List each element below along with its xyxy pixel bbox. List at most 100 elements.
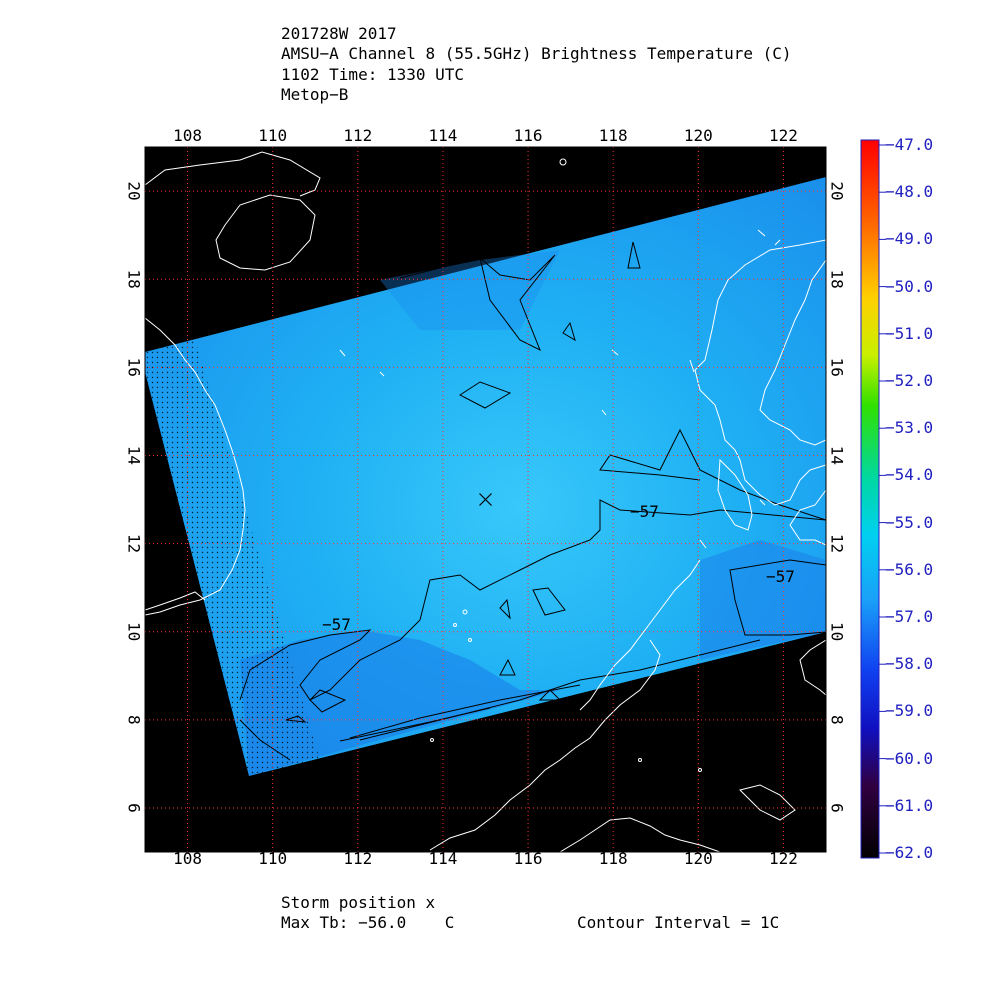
coastline-china-south xyxy=(145,151,321,197)
contour-line xyxy=(239,719,291,761)
coastline-palawan xyxy=(579,559,701,711)
contour-line xyxy=(339,707,491,742)
colorbar-label: −56.0 xyxy=(885,559,934,579)
lat-tick-label-left: 16 xyxy=(125,358,144,377)
lat-tick-label-left: 10 xyxy=(125,622,144,641)
lat-tick-label-left: 12 xyxy=(125,534,144,553)
limb-dot-region xyxy=(145,340,320,776)
lon-tick-label-bottom: 120 xyxy=(684,849,713,868)
coastline-luzon-east xyxy=(759,259,826,446)
lon-tick-label-top: 108 xyxy=(173,126,202,145)
coastline-luzon xyxy=(694,239,826,506)
storm-position-marker xyxy=(479,493,492,506)
lon-tick-label-bottom: 112 xyxy=(343,849,372,868)
max-tb-label: Max Tb: −56.0 C xyxy=(281,913,455,932)
coastline-borneo xyxy=(429,639,661,851)
colorbar-label: −58.0 xyxy=(885,654,934,674)
contour-line xyxy=(499,598,511,620)
coastline-mekong xyxy=(145,591,206,611)
storm-marker-stroke xyxy=(479,493,492,506)
contour-interval-label: Contour Interval = 1C xyxy=(577,913,780,932)
lat-tick-label-right: 16 xyxy=(828,358,847,377)
coastline-islet xyxy=(453,623,457,627)
colorbar-label: −57.0 xyxy=(885,607,934,626)
coastlines xyxy=(145,151,826,852)
title-line-4: Metop−B xyxy=(281,85,349,104)
colorbar-label: −50.0 xyxy=(885,276,934,296)
storm-position-label: Storm position x xyxy=(281,893,436,912)
colorbar-label: −51.0 xyxy=(885,323,934,343)
lat-lon-grid xyxy=(145,147,826,852)
coastline-islands xyxy=(339,229,781,549)
colorbar-label: −59.0 xyxy=(885,701,934,721)
lat-tick-label-right: 8 xyxy=(828,715,847,725)
colorbar-label: −60.0 xyxy=(885,748,934,768)
coastline-islet xyxy=(462,609,468,615)
coastline-islet xyxy=(559,158,567,166)
colorbar-label: −54.0 xyxy=(885,465,934,485)
cold-region-north xyxy=(380,250,560,330)
colorbar-label: −61.0 xyxy=(885,795,934,815)
lat-tick-label-right: 20 xyxy=(828,181,847,200)
colorbar xyxy=(860,139,880,859)
contour-line xyxy=(349,684,581,739)
lat-tick-label-left: 6 xyxy=(125,803,144,813)
contour-line xyxy=(239,499,826,701)
axis-tick-labels: 1081081101101121121141141161161181181201… xyxy=(125,126,847,868)
coastline-islet xyxy=(698,768,702,772)
coastline-hainan xyxy=(215,194,316,271)
coastline-islet xyxy=(430,738,434,742)
lat-tick-label-right: 6 xyxy=(828,803,847,813)
contour-line xyxy=(459,381,512,409)
contour-label: −57 xyxy=(766,567,795,586)
coastline-islet xyxy=(638,758,642,762)
lon-tick-label-top: 112 xyxy=(343,126,372,145)
contour-label: −57 xyxy=(630,502,659,521)
title-line-1: 201728W 2017 xyxy=(281,24,397,43)
colorbar-label: −53.0 xyxy=(885,418,934,438)
contour-line xyxy=(562,321,576,342)
contour-line xyxy=(309,689,347,713)
colorbar-label: −62.0 xyxy=(885,843,934,862)
coastline-sulu xyxy=(739,784,796,821)
lat-tick-label-left: 20 xyxy=(125,181,144,200)
lat-tick-label-right: 14 xyxy=(828,446,847,465)
contour-line xyxy=(729,559,826,636)
lon-tick-label-bottom: 116 xyxy=(514,849,543,868)
lon-tick-label-top: 110 xyxy=(258,126,287,145)
lon-tick-label-top: 120 xyxy=(684,126,713,145)
contour-line xyxy=(627,241,641,269)
lon-tick-label-bottom: 114 xyxy=(428,849,457,868)
colorbar-label: −52.0 xyxy=(885,371,934,390)
lat-tick-label-right: 10 xyxy=(828,622,847,641)
coastline-visayas xyxy=(789,489,826,546)
contour-label: −57 xyxy=(322,615,351,634)
lon-tick-label-top: 114 xyxy=(428,126,457,145)
plot-frame xyxy=(144,146,827,853)
lat-tick-label-left: 18 xyxy=(125,270,144,289)
contour-line xyxy=(499,658,516,676)
lon-tick-label-bottom: 118 xyxy=(599,849,628,868)
contour-line xyxy=(285,715,307,723)
colorbar-ticks xyxy=(879,144,886,854)
coastline-mindanao xyxy=(799,639,826,696)
contour-line xyxy=(538,689,562,701)
lon-tick-label-bottom: 122 xyxy=(769,849,798,868)
coastline-mindoro xyxy=(717,458,753,531)
lon-tick-label-bottom: 110 xyxy=(258,849,287,868)
colorbar-label: −47.0 xyxy=(885,135,934,154)
lat-tick-label-left: 14 xyxy=(125,446,144,465)
lon-tick-label-bottom: 108 xyxy=(173,849,202,868)
satellite-swath xyxy=(145,177,826,776)
contour-line xyxy=(599,428,826,521)
title-line-2: AMSU−A Channel 8 (55.5GHz) Brightness Te… xyxy=(281,44,792,63)
lat-tick-label-right: 18 xyxy=(828,270,847,289)
lat-tick-label-right: 12 xyxy=(828,534,847,553)
coastline-islet xyxy=(468,638,472,642)
title-line-3: 1102 Time: 1330 UTC xyxy=(281,65,465,84)
lon-tick-label-top: 118 xyxy=(599,126,628,145)
lat-tick-label-left: 8 xyxy=(125,715,144,725)
colorbar-label: −55.0 xyxy=(885,512,934,532)
colorbar-label: −49.0 xyxy=(885,229,934,249)
